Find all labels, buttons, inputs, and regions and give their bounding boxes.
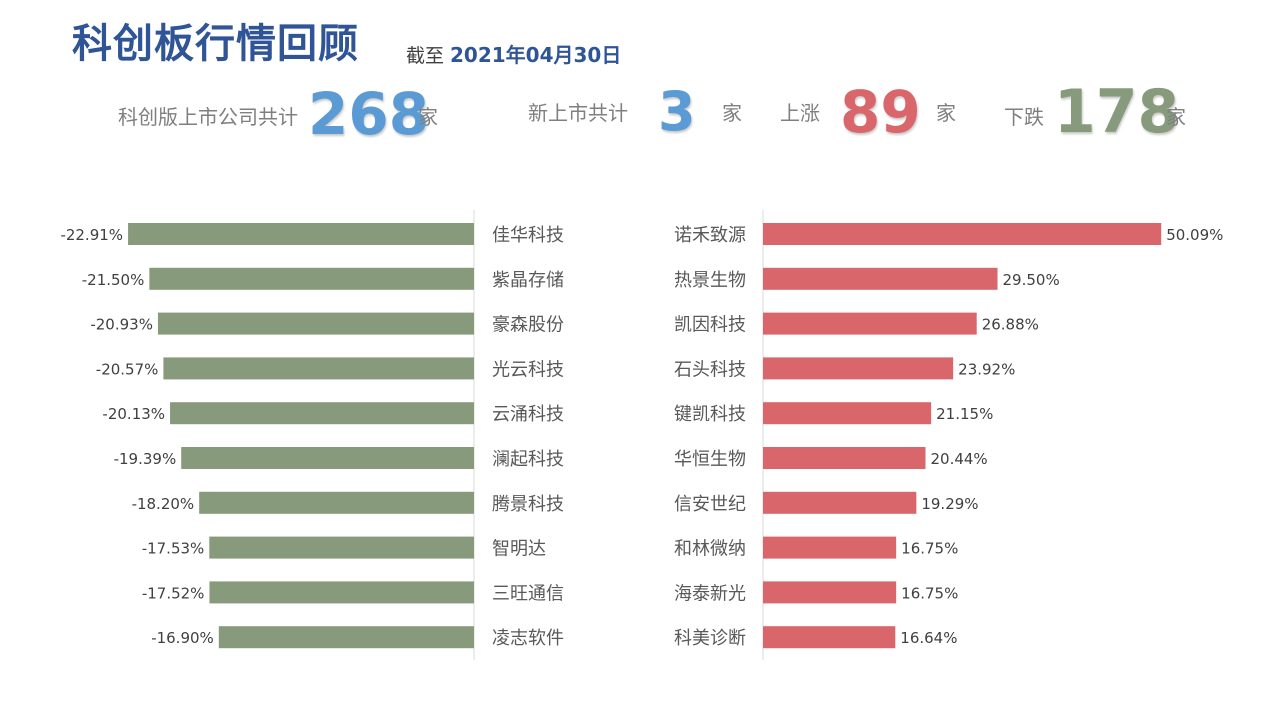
right-bar-value-label: 21.15% [936, 405, 993, 423]
right-bar [763, 402, 932, 425]
left-category-label: 光云科技 [492, 359, 564, 380]
left-bar [163, 357, 474, 380]
right-category-label: 热景生物 [674, 270, 746, 291]
right-bar-value-label: 16.64% [900, 629, 957, 647]
page-title: 科创板行情回顾 [72, 21, 359, 67]
right-bar-value-label: 16.75% [901, 540, 958, 558]
right-category-label: 键凯科技 [674, 404, 746, 425]
date-prefix: 截至 [406, 45, 445, 67]
left-bar-value-label: -20.57% [96, 360, 159, 378]
right-bar-value-label: 19.29% [921, 495, 978, 513]
right-bar-value-label: 50.09% [1166, 226, 1223, 244]
left-bar [157, 312, 474, 335]
left-category-label: 三旺通信 [492, 583, 564, 604]
left-bar-value-label: -16.90% [151, 629, 214, 647]
left-bar-value-label: -17.53% [142, 540, 205, 558]
left-category-label: 澜起科技 [492, 449, 564, 470]
right-category-label: 华恒生物 [674, 449, 746, 470]
right-category-label: 科美诊断 [674, 628, 746, 649]
left-bar-value-label: -18.20% [132, 495, 195, 513]
left-bar [181, 447, 474, 469]
right-category-label: 诺禾致源 [674, 225, 746, 246]
left-bar [209, 581, 474, 604]
right-category-label: 凯因科技 [674, 315, 746, 336]
right-bar [763, 267, 998, 290]
right-bar-value-label: 20.44% [930, 450, 987, 468]
left-bar [199, 491, 474, 514]
rise-unit: 家 [936, 101, 956, 125]
left-bar-value-label: -17.52% [142, 584, 205, 602]
right-bar-value-label: 29.50% [1003, 271, 1060, 289]
new-listed-value: 3 [658, 80, 696, 143]
left-bar [149, 267, 474, 290]
left-bar-value-label: -20.13% [102, 405, 165, 423]
left-category-label: 云涌科技 [492, 404, 564, 425]
left-bar [209, 536, 474, 559]
left-category-label: 腾景科技 [492, 494, 564, 515]
left-category-label: 豪森股份 [492, 315, 564, 336]
left-bar-value-label: -19.39% [114, 450, 177, 468]
right-category-label: 信安世纪 [674, 494, 746, 515]
right-bar [763, 312, 977, 335]
left-category-label: 凌志软件 [492, 628, 564, 649]
right-bar [763, 536, 897, 559]
total-listed-label: 科创版上市公司共计 [118, 105, 298, 129]
left-category-label: 佳华科技 [492, 225, 564, 246]
total-listed-unit: 家 [418, 105, 438, 129]
as-of-date: 2021年04月30日 [450, 43, 622, 67]
right-category-label: 海泰新光 [674, 583, 746, 604]
left-bar-value-label: -20.93% [90, 316, 153, 334]
right-bar-value-label: 26.88% [982, 316, 1039, 334]
fall-unit: 家 [1166, 105, 1186, 129]
left-bar-value-label: -21.50% [82, 271, 145, 289]
right-bar [763, 357, 954, 380]
left-bar-value-label: -22.91% [60, 226, 123, 244]
right-category-label: 石头科技 [674, 359, 746, 380]
right-category-label: 和林微纳 [674, 539, 746, 560]
right-bar-value-label: 16.75% [901, 584, 958, 602]
rise-value: 89 [840, 78, 921, 146]
new-listed-label: 新上市共计 [528, 101, 628, 125]
left-category-label: 智明达 [492, 539, 546, 560]
left-bar [170, 402, 475, 425]
right-bar [763, 223, 1162, 245]
rise-label: 上涨 [780, 101, 820, 125]
fall-label: 下跌 [1004, 105, 1044, 129]
new-listed-unit: 家 [722, 101, 742, 125]
left-bar [218, 626, 474, 649]
right-bar [763, 447, 926, 469]
right-bar [763, 581, 897, 604]
fall-value: 178 [1054, 77, 1180, 147]
left-bar [128, 223, 474, 245]
left-category-label: 紫晶存储 [492, 270, 564, 291]
right-bar [763, 626, 896, 649]
right-bar [763, 491, 917, 514]
total-listed-value: 268 [308, 80, 430, 148]
right-bar-value-label: 23.92% [958, 360, 1015, 378]
